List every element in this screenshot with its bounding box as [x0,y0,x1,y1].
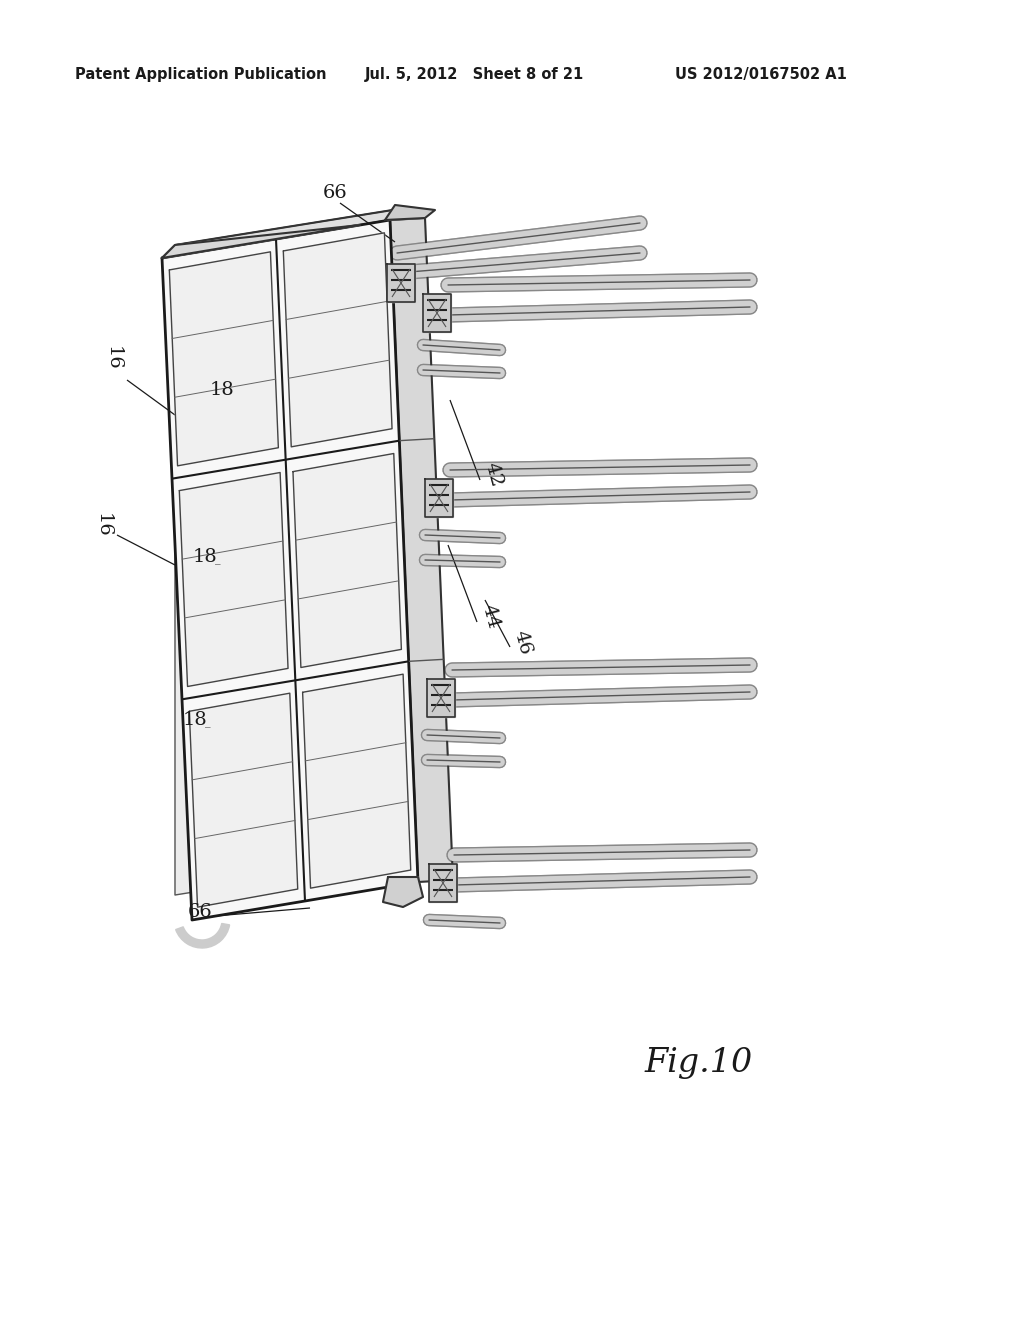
Polygon shape [162,209,406,257]
Polygon shape [293,454,401,668]
Polygon shape [425,479,453,517]
Text: Fig.10: Fig.10 [645,1047,754,1078]
Polygon shape [162,224,360,257]
Wedge shape [176,924,229,948]
Polygon shape [385,205,435,220]
Text: Jul. 5, 2012   Sheet 8 of 21: Jul. 5, 2012 Sheet 8 of 21 [365,67,585,82]
Polygon shape [383,876,423,907]
Text: 42: 42 [481,461,505,490]
Text: 18: 18 [193,548,217,566]
Polygon shape [303,675,411,888]
Text: Patent Application Publication: Patent Application Publication [75,67,327,82]
Text: 16: 16 [104,346,122,371]
Polygon shape [179,473,288,686]
Text: _: _ [205,718,211,729]
Text: 18: 18 [210,381,234,399]
Text: 66: 66 [187,903,212,921]
Polygon shape [189,693,298,907]
Text: 44: 44 [478,603,502,631]
Text: _: _ [215,554,221,565]
Polygon shape [169,252,279,466]
Polygon shape [162,220,418,920]
Text: 66: 66 [323,183,347,202]
Polygon shape [175,209,406,895]
Text: US 2012/0167502 A1: US 2012/0167502 A1 [675,67,847,82]
Polygon shape [427,678,455,717]
Polygon shape [429,865,457,902]
Polygon shape [390,218,453,882]
Polygon shape [387,264,415,302]
Polygon shape [423,294,451,333]
Text: 16: 16 [94,512,112,537]
Polygon shape [284,232,392,447]
Text: 18: 18 [182,711,208,729]
Text: 46: 46 [510,628,534,657]
